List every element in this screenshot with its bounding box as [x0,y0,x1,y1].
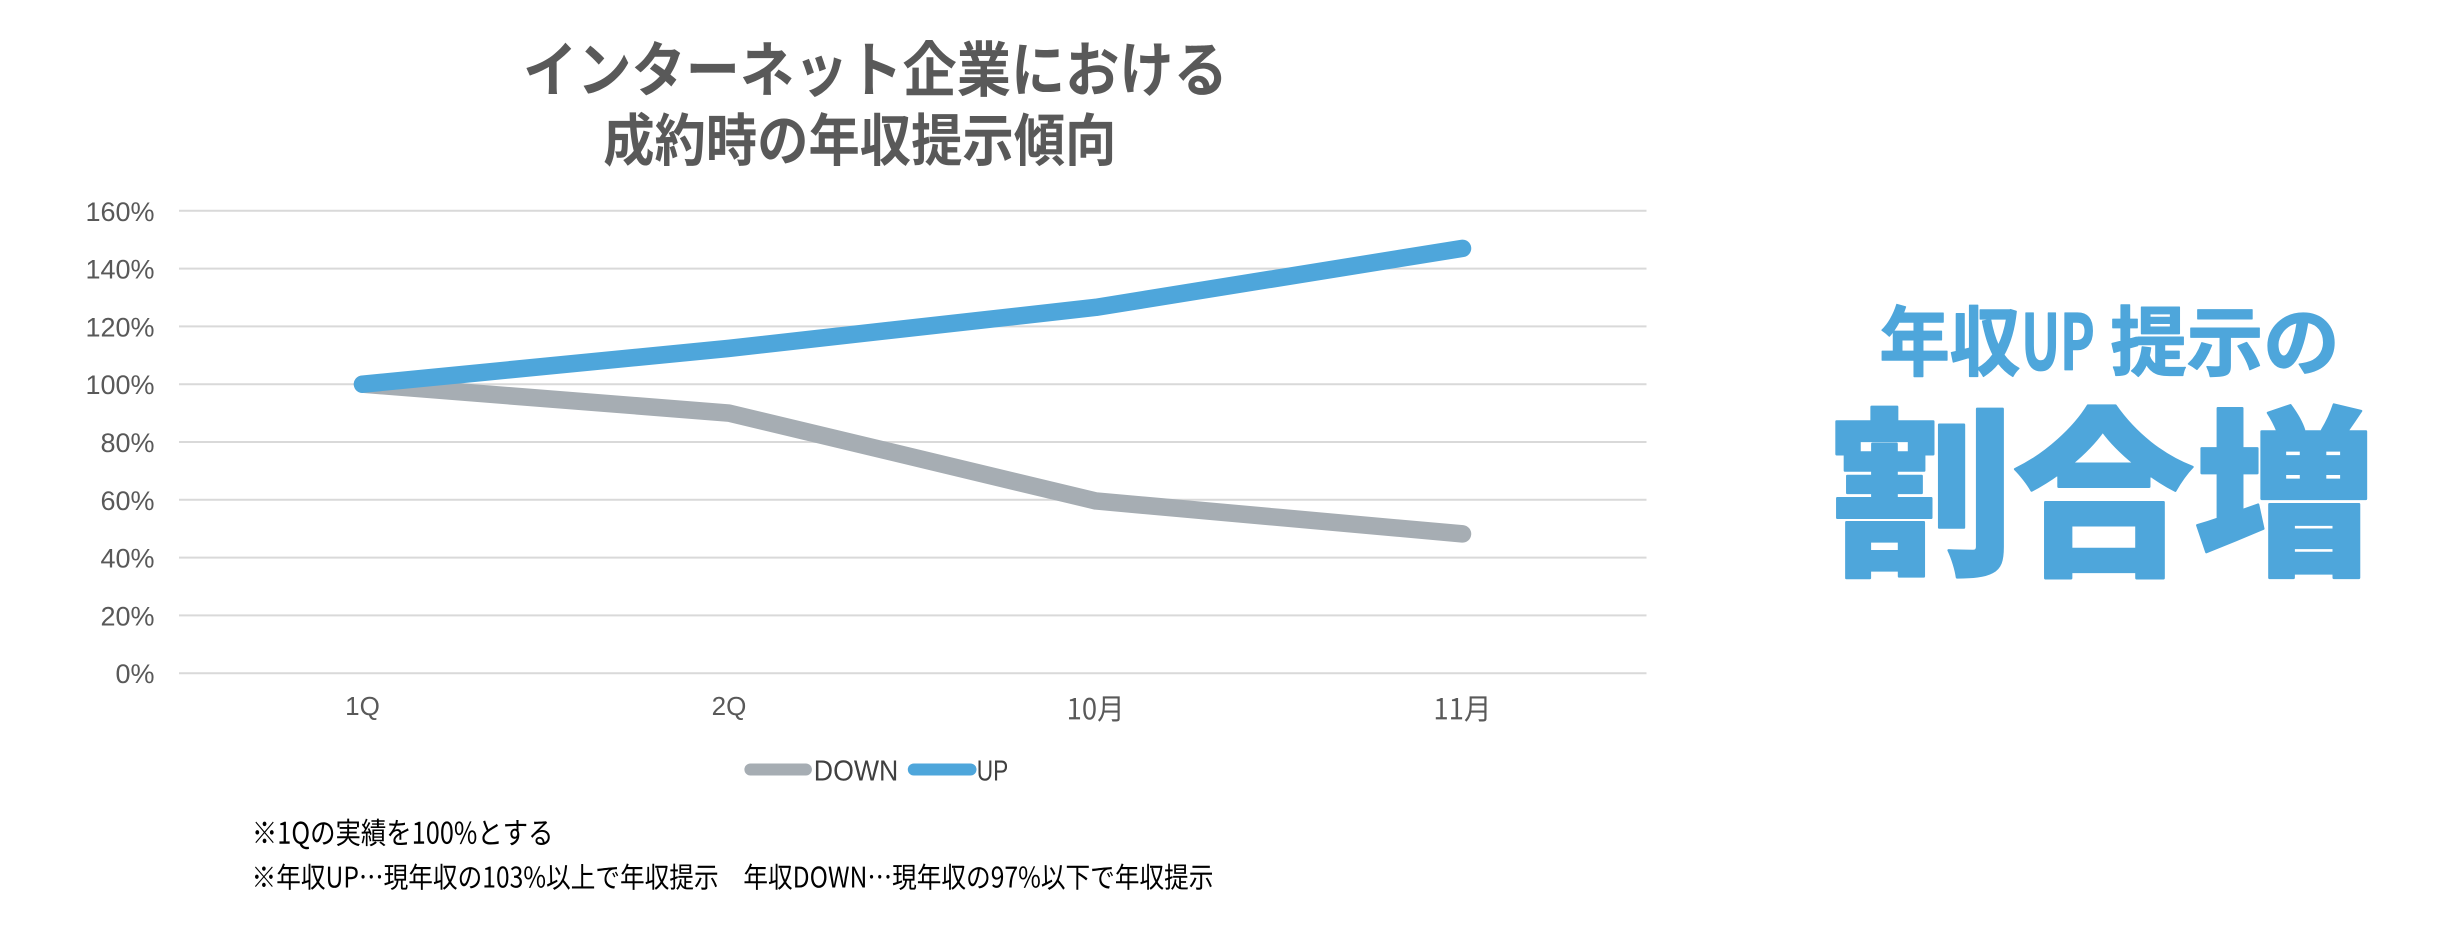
svg-text:2Q: 2Q [712,691,747,721]
svg-text:160%: 160% [85,197,154,227]
svg-text:120%: 120% [85,312,154,342]
svg-text:0%: 0% [115,659,154,689]
svg-text:20%: 20% [100,601,154,631]
svg-text:1Q: 1Q [345,691,380,721]
svg-text:140%: 140% [85,255,154,285]
svg-text:UP: UP [977,755,1009,787]
svg-text:80%: 80% [100,428,154,458]
svg-text:100%: 100% [85,370,154,400]
svg-text:60%: 60% [100,486,154,516]
svg-text:DOWN: DOWN [814,755,899,787]
svg-text:40%: 40% [100,544,154,574]
